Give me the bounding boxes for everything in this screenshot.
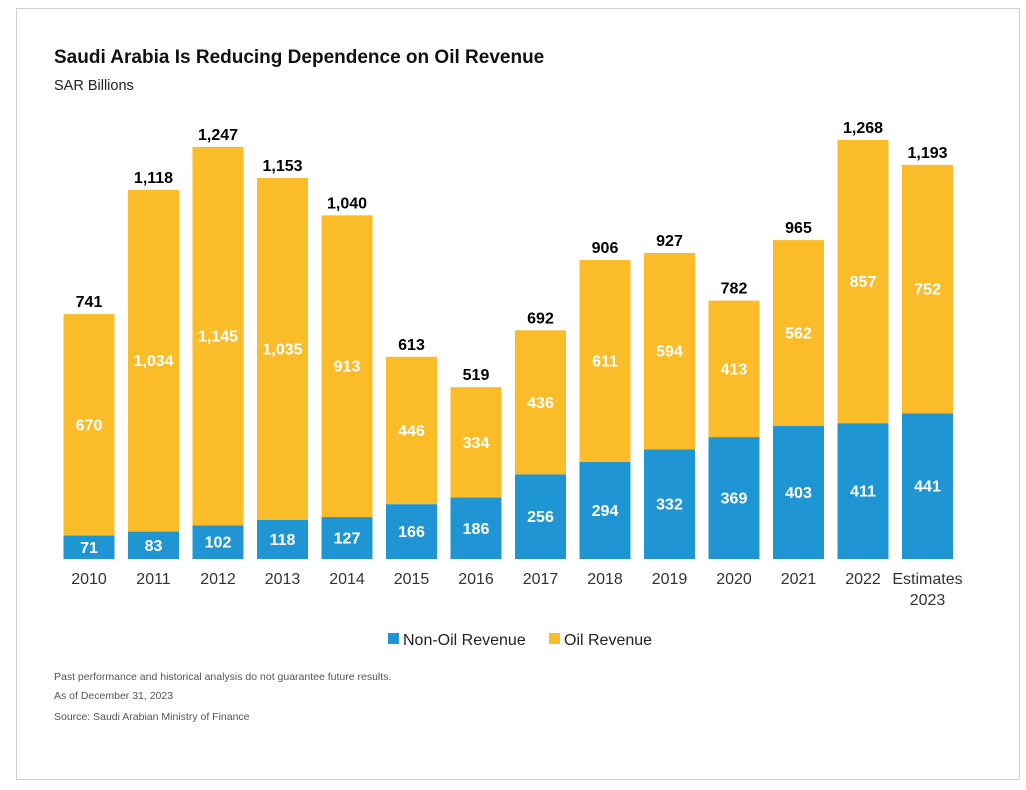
source-note: Source: Saudi Arabian Ministry of Financ…	[54, 711, 250, 723]
x-tick-label: 2023	[910, 592, 946, 609]
label-total: 1,268	[843, 120, 883, 137]
bar-oil	[579, 259, 631, 462]
label-total: 741	[76, 294, 103, 311]
bar-non-oil	[321, 517, 373, 559]
label-non-oil: 332	[656, 497, 683, 514]
label-total: 1,153	[262, 158, 302, 175]
legend-swatch	[549, 633, 560, 644]
bar-oil	[63, 314, 115, 536]
label-oil: 594	[656, 344, 683, 361]
bar-oil	[837, 140, 889, 424]
label-non-oil: 118	[270, 532, 296, 549]
label-oil: 1,145	[198, 329, 238, 346]
legend-swatch	[388, 633, 399, 644]
x-tick-label: 2021	[781, 571, 817, 588]
label-non-oil: 411	[850, 484, 876, 501]
x-tick-label: 2012	[200, 571, 236, 588]
bar-oil	[773, 240, 824, 426]
x-tick-label: 2016	[458, 571, 494, 588]
label-oil: 1,035	[262, 342, 302, 359]
label-non-oil: 441	[914, 479, 941, 496]
legend-label: Non-Oil Revenue	[403, 632, 526, 649]
x-tick-label: 2018	[587, 571, 623, 588]
bar-oil	[321, 215, 373, 518]
bar-oil	[644, 253, 695, 450]
bar-non-oil	[515, 474, 566, 559]
label-non-oil: 102	[205, 535, 232, 552]
legend-label: Oil Revenue	[564, 632, 652, 649]
x-tick-label: Estimates	[892, 571, 962, 588]
label-oil: 1,034	[133, 353, 173, 370]
label-total: 1,040	[327, 195, 367, 212]
bar-non-oil	[773, 425, 824, 559]
label-oil: 913	[334, 359, 361, 376]
bar-non-oil	[644, 449, 695, 559]
bar-oil	[515, 330, 566, 475]
label-oil: 562	[785, 325, 812, 342]
label-total: 1,247	[198, 127, 238, 144]
label-non-oil: 83	[145, 538, 163, 555]
label-total: 965	[785, 220, 812, 237]
bar-non-oil	[257, 520, 308, 559]
bar-non-oil	[450, 497, 502, 559]
bar-non-oil	[192, 525, 244, 559]
as-of-note: As of December 31, 2023	[54, 690, 174, 702]
label-non-oil: 294	[592, 503, 619, 520]
bar-non-oil	[708, 437, 760, 559]
x-tick-label: 2015	[394, 571, 430, 588]
label-total: 782	[721, 281, 748, 298]
label-non-oil: 186	[463, 521, 490, 538]
bar-oil	[257, 178, 308, 521]
label-oil: 436	[527, 395, 554, 412]
label-total: 1,193	[907, 145, 947, 162]
x-tick-label: 2022	[845, 571, 881, 588]
label-oil: 857	[850, 274, 877, 291]
bar-oil	[128, 189, 179, 532]
label-total: 519	[463, 367, 490, 384]
bar-oil	[708, 300, 760, 438]
bar-oil	[902, 164, 953, 414]
x-tick-label: 2011	[136, 571, 171, 588]
label-total: 692	[527, 310, 554, 327]
chart-frame	[16, 8, 1020, 780]
label-oil: 670	[76, 417, 103, 434]
bar-non-oil	[837, 423, 889, 559]
label-total: 1,118	[134, 170, 173, 187]
label-oil: 752	[914, 282, 941, 299]
bar-oil	[450, 387, 502, 498]
chart-subtitle: SAR Billions	[54, 78, 134, 94]
chart-title: Saudi Arabia Is Reducing Dependence on O…	[54, 47, 545, 68]
label-non-oil: 71	[80, 540, 98, 557]
label-oil: 413	[721, 361, 748, 378]
bar-oil	[386, 356, 437, 505]
x-tick-label: 2014	[329, 571, 365, 588]
label-oil: 334	[463, 435, 490, 452]
bar-non-oil	[902, 413, 953, 559]
label-total: 906	[592, 240, 619, 257]
x-tick-label: 2017	[523, 571, 559, 588]
bar-non-oil	[386, 504, 437, 559]
label-non-oil: 256	[527, 509, 554, 526]
label-oil: 611	[592, 353, 618, 370]
label-non-oil: 369	[721, 491, 748, 508]
disclaimer-note: Past performance and historical analysis…	[54, 671, 392, 683]
x-tick-label: 2010	[71, 571, 107, 588]
bar-non-oil	[128, 531, 179, 559]
label-total: 613	[398, 337, 425, 354]
bar-oil	[192, 146, 244, 526]
label-non-oil: 166	[398, 524, 425, 541]
bar-non-oil	[63, 535, 115, 559]
label-oil: 446	[398, 423, 425, 440]
label-non-oil: 403	[785, 485, 812, 502]
label-total: 927	[656, 233, 683, 250]
label-non-oil: 127	[334, 531, 361, 548]
bar-non-oil	[579, 461, 631, 559]
x-tick-label: 2020	[716, 571, 752, 588]
x-tick-label: 2013	[265, 571, 301, 588]
x-tick-label: 2019	[652, 571, 688, 588]
